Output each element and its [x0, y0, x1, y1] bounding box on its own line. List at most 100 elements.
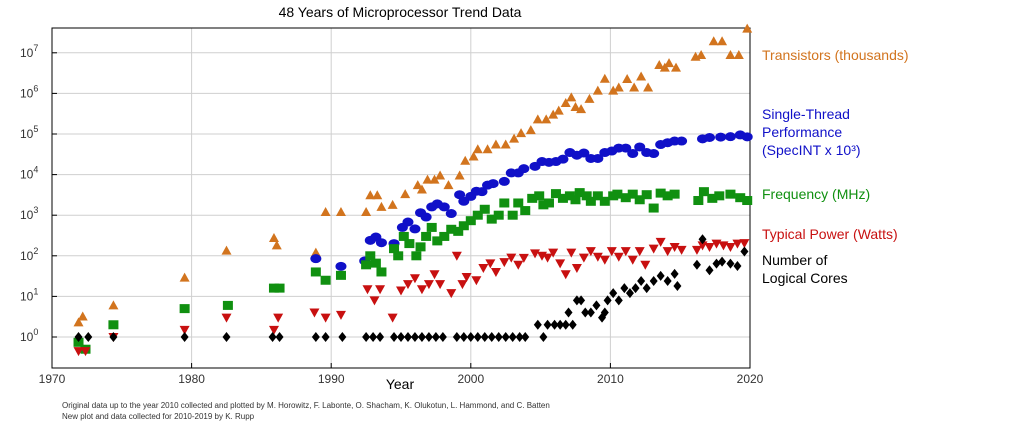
- frequency-point: [465, 216, 476, 226]
- transistor-point: [443, 180, 454, 190]
- power-point: [471, 276, 482, 286]
- cores-point: [564, 307, 573, 318]
- frequency-point: [320, 275, 331, 285]
- frequency-point: [513, 198, 524, 208]
- series-label: Typical Power (Watts): [762, 226, 898, 242]
- power-point: [396, 286, 406, 296]
- single-thread-point: [375, 238, 387, 248]
- power-point: [627, 255, 638, 265]
- power-point: [560, 270, 571, 280]
- x-tick-label: 1990: [318, 372, 345, 386]
- cores-point: [673, 281, 682, 292]
- cores-point: [311, 332, 320, 342]
- data-points: [73, 23, 753, 357]
- cores-point: [603, 295, 612, 306]
- power-point: [725, 242, 736, 252]
- cores-point: [543, 319, 552, 330]
- y-tick-label: 104: [20, 165, 38, 182]
- series-label: Frequency (MHz): [762, 186, 870, 202]
- single-thread-point: [438, 202, 450, 212]
- frequency-point: [179, 304, 190, 314]
- single-thread-point: [704, 132, 716, 142]
- cores-point: [222, 332, 231, 342]
- power-point: [80, 347, 91, 357]
- power-point: [446, 289, 457, 299]
- transistor-point: [365, 190, 376, 200]
- power-point: [387, 313, 398, 323]
- single-thread-point: [310, 254, 322, 264]
- single-thread-point: [335, 261, 347, 271]
- transistor-point: [576, 104, 587, 114]
- power-point: [592, 252, 603, 262]
- transistor-point: [636, 71, 647, 81]
- frequency-point: [592, 191, 603, 201]
- frequency-point: [486, 214, 497, 224]
- single-thread-point: [518, 164, 530, 174]
- frequency-point: [655, 188, 666, 198]
- frequency-point: [365, 251, 376, 261]
- y-tick-label: 106: [20, 83, 38, 100]
- cores-point: [438, 332, 447, 342]
- footnote-line-2: New plot and data collected for 2010-201…: [62, 412, 255, 421]
- y-tick-label: 105: [20, 124, 38, 141]
- power-point: [669, 242, 680, 252]
- transistor-point: [622, 73, 633, 83]
- cores-point: [321, 332, 330, 342]
- transistor-point: [468, 151, 479, 161]
- single-thread-point: [648, 149, 660, 159]
- cores-point: [403, 332, 412, 342]
- power-point: [179, 325, 190, 335]
- frequency-point: [421, 231, 432, 241]
- frequency-point: [389, 244, 400, 254]
- transistor-point: [548, 109, 559, 119]
- transistor-point: [566, 92, 577, 102]
- transistor-point: [412, 180, 423, 190]
- frequency-point: [398, 231, 409, 241]
- transistor-point: [525, 125, 536, 135]
- cores-point: [692, 259, 701, 270]
- frequency-point: [620, 193, 631, 203]
- cores-point: [733, 261, 742, 272]
- transistor-point: [221, 245, 232, 255]
- single-thread-point: [476, 187, 488, 197]
- transistor-point: [400, 189, 411, 199]
- frequency-point: [370, 258, 381, 268]
- series-label: Single-Thread Performance (SpecINT x 10³): [762, 106, 861, 158]
- frequency-point: [426, 222, 437, 232]
- transistor-point: [654, 60, 665, 70]
- power-point: [718, 241, 729, 251]
- power-point: [273, 313, 284, 323]
- cores-point: [631, 283, 640, 294]
- cores-point: [501, 332, 510, 342]
- transistor-point: [629, 82, 640, 92]
- cores-point: [84, 332, 93, 342]
- frequency-point: [634, 195, 645, 205]
- y-tick-label: 101: [20, 286, 38, 303]
- frequency-point: [411, 251, 422, 261]
- series-label-line: (SpecINT x 10³): [762, 142, 861, 158]
- frequency-point: [585, 196, 596, 206]
- series-label-line: Frequency (MHz): [762, 186, 870, 202]
- cores-point: [663, 275, 672, 286]
- cores-point: [586, 307, 595, 318]
- cores-point: [410, 332, 419, 342]
- transistor-point: [77, 311, 88, 321]
- transistor-point: [733, 50, 744, 60]
- series-label-line: Typical Power (Watts): [762, 226, 898, 242]
- power-point: [739, 239, 750, 249]
- transistor-point: [725, 50, 736, 60]
- cores-point: [726, 258, 735, 269]
- single-thread-point: [578, 148, 590, 158]
- power-point: [704, 242, 715, 252]
- single-thread-point: [715, 132, 727, 142]
- transistor-point: [664, 58, 675, 68]
- series-label-line: Single-Thread: [762, 106, 850, 122]
- cores-point: [550, 319, 559, 330]
- y-tick-label: 103: [20, 205, 38, 222]
- frequency-point: [310, 267, 321, 277]
- transistor-point: [271, 240, 282, 250]
- power-point: [451, 251, 462, 261]
- cores-point: [268, 332, 277, 342]
- transistor-point: [376, 201, 387, 211]
- frequency-point: [534, 191, 545, 201]
